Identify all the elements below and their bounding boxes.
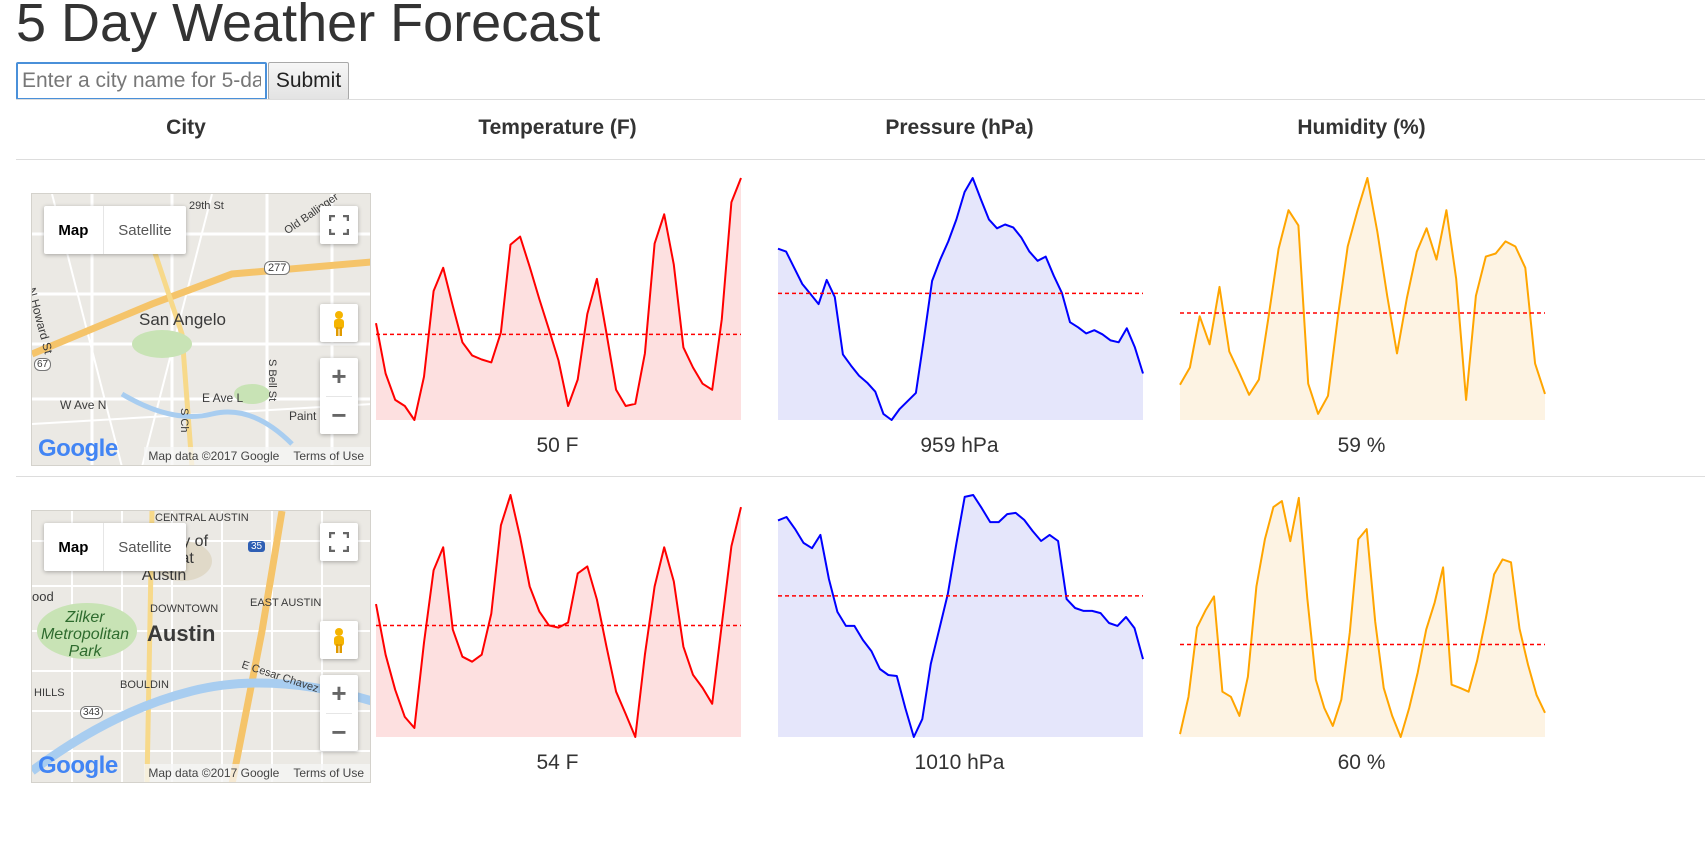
chart-series-line <box>777 177 1144 421</box>
zoom-out-button[interactable]: − <box>331 399 347 430</box>
humidity-chart <box>1174 170 1549 425</box>
temperature-value: 54 F <box>536 751 579 774</box>
map-street-label: S Ch <box>178 408 190 433</box>
pressure-chart <box>772 170 1147 425</box>
terms-of-use-link[interactable]: Terms of Use <box>293 449 364 463</box>
chart-area <box>778 178 1143 420</box>
map-data-attribution: Map data ©2017 Google <box>148 449 280 463</box>
map-city-label: San Angelo <box>139 310 226 329</box>
chart-area <box>1180 178 1545 420</box>
map-type-satellite-button[interactable]: Satellite <box>118 221 172 239</box>
map-district-label: CENTRAL AUSTIN <box>155 512 249 524</box>
map-attribution: Map data ©2017 Google Terms of Use <box>144 447 370 465</box>
chart-area <box>778 495 1143 737</box>
header-pressure: Pressure (hPa) <box>885 116 1034 139</box>
map-district-label: HILLS <box>34 687 65 699</box>
humidity-value: 60 % <box>1337 751 1386 774</box>
map-district-label: ood <box>32 589 54 604</box>
map-street-label: S Bell St <box>266 359 278 402</box>
map-data-attribution: Map data ©2017 Google <box>148 766 280 780</box>
map-type-control: Map Satellite <box>44 206 186 254</box>
map-type-control: Map Satellite <box>44 523 186 571</box>
map-street-label: 29th St <box>189 200 224 212</box>
map-type-satellite-button[interactable]: Satellite <box>118 538 172 556</box>
pegman-icon <box>334 311 344 336</box>
google-logo: Google <box>38 435 118 462</box>
chart-svg <box>777 177 1144 421</box>
map-city-label: Austin <box>147 621 216 646</box>
zoom-control: + − <box>320 675 358 751</box>
pressure-value: 959 hPa <box>920 434 999 457</box>
chart-svg <box>375 177 742 421</box>
google-logo: Google <box>38 752 118 779</box>
header-temperature: Temperature (F) <box>478 116 637 139</box>
divider <box>16 159 1705 160</box>
header-humidity: Humidity (%) <box>1297 116 1426 139</box>
pressure-value: 1010 hPa <box>914 751 1005 774</box>
map-district-label: EAST AUSTIN <box>250 597 322 609</box>
chart-svg <box>777 494 1144 738</box>
terms-of-use-link[interactable]: Terms of Use <box>293 766 364 780</box>
divider <box>326 395 352 397</box>
divider <box>326 712 352 714</box>
street-view-button[interactable] <box>320 621 358 659</box>
fullscreen-icon <box>329 532 349 552</box>
header-city: City <box>166 116 206 139</box>
highway-shield: 67 <box>34 358 52 371</box>
chart-series-line <box>777 494 1144 738</box>
chart-series-line <box>1179 177 1546 415</box>
fullscreen-icon <box>329 215 349 235</box>
zoom-control: + − <box>320 358 358 434</box>
temperature-value: 50 F <box>536 434 579 457</box>
fullscreen-button[interactable] <box>320 206 358 244</box>
chart-svg <box>1179 177 1546 420</box>
city-map-san-angelo[interactable]: San Angelo N Howard St W Ave N E Ave L S… <box>31 193 371 466</box>
zoom-in-button[interactable]: + <box>331 678 347 709</box>
temperature-chart <box>370 170 745 425</box>
map-district-label: DOWNTOWN <box>150 603 219 615</box>
temperature-chart <box>370 487 745 742</box>
divider <box>16 476 1705 477</box>
city-map-austin[interactable]: CENTRAL AUSTIN University of Texas at Au… <box>31 510 371 783</box>
humidity-chart <box>1174 487 1549 742</box>
map-street-label: W Ave N <box>60 398 107 412</box>
divider <box>16 99 1705 100</box>
zoom-in-button[interactable]: + <box>331 361 347 392</box>
chart-area <box>376 495 741 737</box>
chart-svg <box>375 494 742 738</box>
map-streets <box>32 511 370 782</box>
street-view-button[interactable] <box>320 304 358 342</box>
map-type-map-button[interactable]: Map <box>44 523 104 571</box>
highway-shield: 277 <box>264 261 291 275</box>
pegman-icon <box>334 628 344 653</box>
pressure-chart <box>772 487 1147 742</box>
interstate-shield: 35 <box>248 541 266 552</box>
map-street-label: E Ave L <box>202 391 244 405</box>
city-search-input[interactable] <box>16 62 267 100</box>
humidity-value: 59 % <box>1337 434 1386 457</box>
chart-area <box>1180 497 1545 737</box>
zoom-out-button[interactable]: − <box>331 716 347 747</box>
map-type-map-button[interactable]: Map <box>44 206 104 254</box>
chart-svg <box>1179 496 1546 738</box>
map-attribution: Map data ©2017 Google Terms of Use <box>144 764 370 782</box>
chart-area <box>376 178 741 420</box>
search-form: Submit <box>16 62 349 100</box>
page-title: 5 Day Weather Forecast <box>16 0 601 53</box>
map-district-label: BOULDIN <box>120 679 169 691</box>
map-streets <box>32 194 370 465</box>
chart-series-line <box>375 177 742 421</box>
submit-button[interactable]: Submit <box>268 62 349 100</box>
highway-shield: 343 <box>80 706 103 719</box>
map-park-label: Zilker Metropolitan Park <box>40 609 130 660</box>
chart-series-line <box>1179 496 1546 738</box>
fullscreen-button[interactable] <box>320 523 358 561</box>
